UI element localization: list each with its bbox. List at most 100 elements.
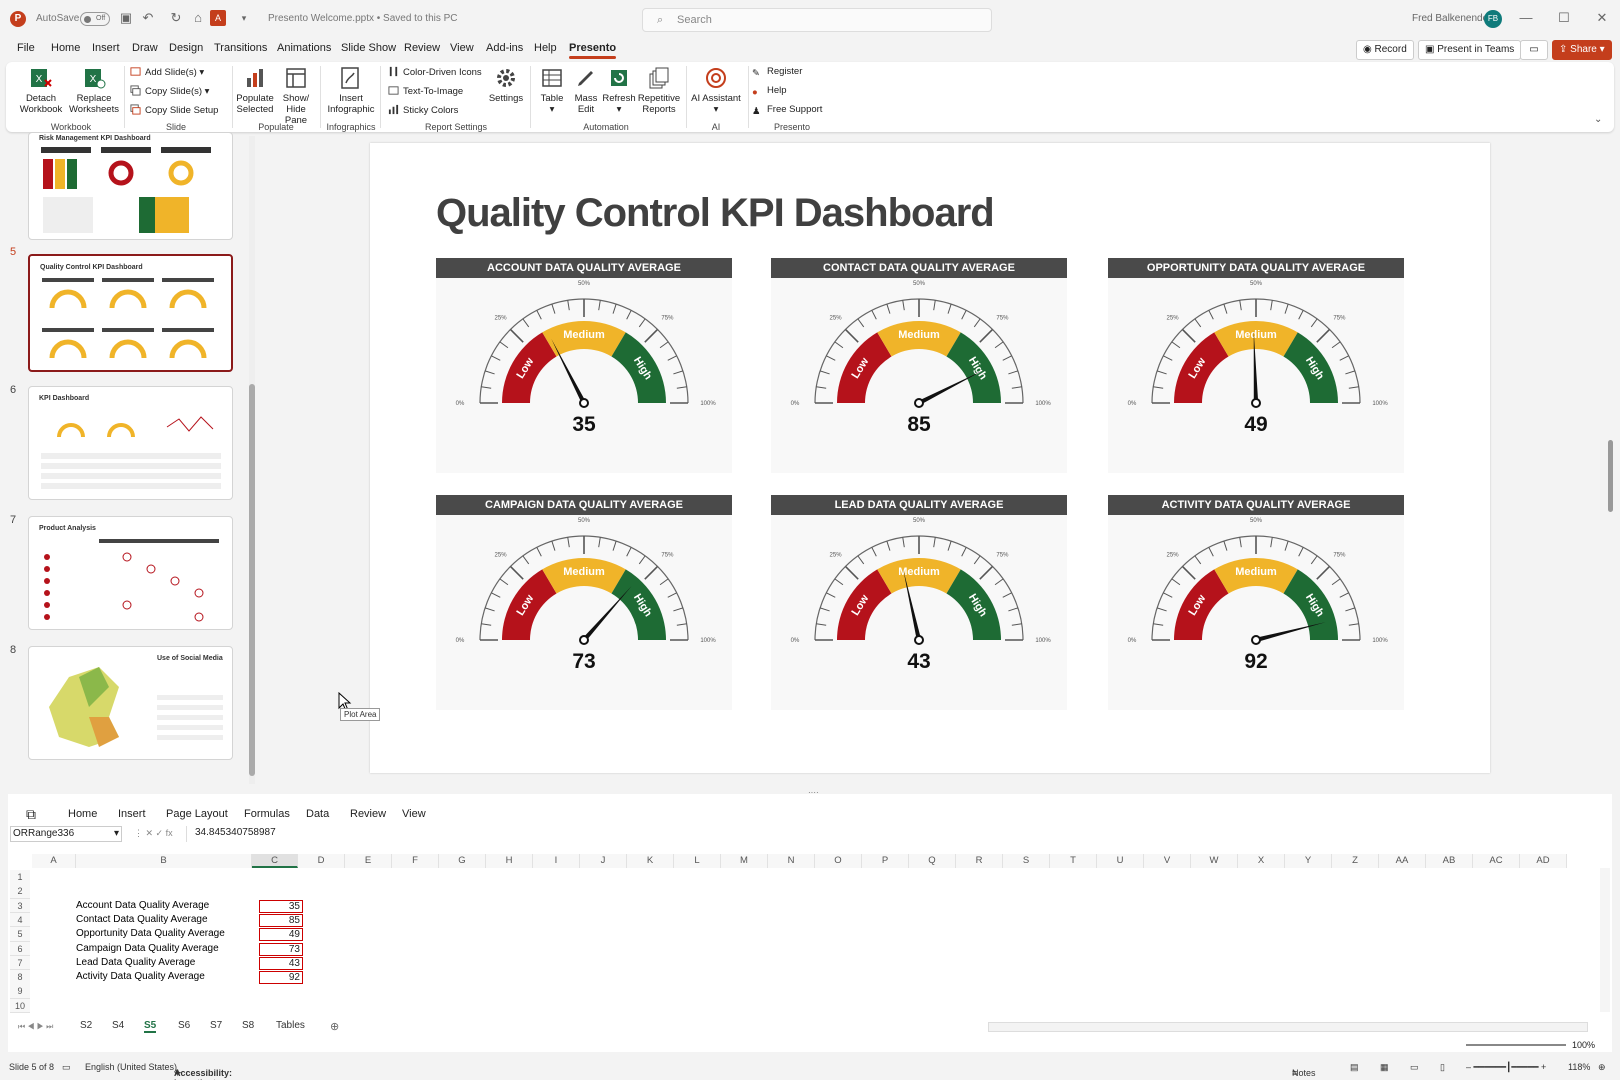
slide-thumbnail-4[interactable]: Risk Management KPI Dashboard xyxy=(28,132,233,240)
slide-thumbnail-6[interactable]: KPI Dashboard xyxy=(28,386,233,500)
slide-thumbnail-7[interactable]: Product Analysis xyxy=(28,516,233,630)
excel-tab-insert[interactable]: Insert xyxy=(118,808,146,820)
refresh-button[interactable]: Refresh ▾ xyxy=(602,66,636,115)
slide-title[interactable]: Quality Control KPI Dashboard xyxy=(436,191,995,235)
sheet-horizontal-scrollbar[interactable] xyxy=(988,1022,1588,1032)
sticky-colors-button[interactable]: Sticky Colors xyxy=(388,104,458,116)
thumbnail-scroll-thumb[interactable] xyxy=(249,384,255,776)
row-header[interactable]: 8 xyxy=(10,970,30,985)
column-header[interactable]: K xyxy=(627,854,674,868)
column-header[interactable]: R xyxy=(956,854,1003,868)
sheet-tab[interactable]: S6 xyxy=(178,1020,191,1031)
insert-infographic-button[interactable]: Insert Infographic xyxy=(324,66,378,115)
zoom-level[interactable]: 118% xyxy=(1568,1062,1591,1072)
excel-tab-review[interactable]: Review xyxy=(350,808,387,820)
excel-tab-view[interactable]: View xyxy=(402,808,426,820)
column-header[interactable]: P xyxy=(862,854,909,868)
text-to-image-button[interactable]: Text-To-Image xyxy=(388,85,463,97)
column-header[interactable]: O xyxy=(815,854,862,868)
label-cell[interactable]: Activity Data Quality Average xyxy=(76,971,205,983)
label-cell[interactable]: Opportunity Data Quality Average xyxy=(76,928,225,940)
column-header[interactable]: A xyxy=(32,854,76,868)
column-header[interactable]: U xyxy=(1097,854,1144,868)
maximize-icon[interactable]: ☐ xyxy=(1558,10,1570,25)
gauge-card[interactable]: LEAD DATA QUALITY AVERAGE 0% 25% 50% 75% 100%… xyxy=(771,495,1067,710)
copy-slides-button[interactable]: Copy Slide(s) ▾ xyxy=(130,85,209,97)
label-cell[interactable]: Campaign Data Quality Average xyxy=(76,942,219,954)
column-header[interactable]: M xyxy=(721,854,768,868)
row-header[interactable]: 2 xyxy=(10,884,30,899)
formula-bar-buttons[interactable]: ⋮ ✕ ✓ fx xyxy=(134,828,173,838)
column-header[interactable]: T xyxy=(1050,854,1097,868)
repetitive-reports-button[interactable]: Repetitive Reports xyxy=(636,66,682,115)
slide-thumbnail-8[interactable]: Use of Social Media xyxy=(28,646,233,760)
customize-qat-icon[interactable]: ▾ xyxy=(241,13,247,23)
add-slides-button[interactable]: Add Slide(s) ▾ xyxy=(130,66,204,78)
column-header[interactable]: V xyxy=(1144,854,1191,868)
sheet-tab[interactable]: S7 xyxy=(210,1020,223,1031)
column-header[interactable]: I xyxy=(533,854,580,868)
column-header[interactable]: S xyxy=(1003,854,1050,868)
popout-icon[interactable]: ⧉ xyxy=(26,806,36,822)
minimize-icon[interactable]: — xyxy=(1519,10,1533,25)
ai-assistant-button[interactable]: AI Assistant ▾ xyxy=(688,66,744,115)
add-sheet-icon[interactable]: ⊕ xyxy=(330,1021,340,1033)
row-header[interactable]: 9 xyxy=(10,984,30,999)
fit-to-window-icon[interactable]: ⊕ xyxy=(1598,1062,1606,1072)
language[interactable]: English (United States) xyxy=(85,1062,178,1072)
row-header[interactable]: 5 xyxy=(10,927,30,942)
column-header[interactable]: AD xyxy=(1520,854,1567,868)
tab-home[interactable]: Home xyxy=(51,42,81,54)
detach-workbook-button[interactable]: X Detach Workbook xyxy=(16,66,66,115)
sheet-tab[interactable]: Tables xyxy=(276,1020,305,1031)
sheet-tab[interactable]: S8 xyxy=(242,1020,255,1031)
name-box[interactable]: ORRange336 ▾ xyxy=(10,826,122,842)
present-in-teams-button[interactable]: ▣ Present in Teams xyxy=(1418,40,1522,60)
slide-canvas[interactable]: Quality Control KPI Dashboard ACCOUNT DA… xyxy=(370,143,1490,773)
tab-review[interactable]: Review xyxy=(404,42,441,54)
slide-sorter-icon[interactable]: ▦ xyxy=(1380,1062,1389,1072)
tab-help[interactable]: Help xyxy=(534,42,557,54)
excel-tab-home[interactable]: Home xyxy=(68,808,98,820)
column-header[interactable]: F xyxy=(392,854,439,868)
excel-zoom-level[interactable]: 100% xyxy=(1572,1040,1596,1050)
column-header[interactable]: X xyxy=(1238,854,1285,868)
formula-bar[interactable]: 34.845340758987 xyxy=(186,826,1610,842)
sheet-nav-arrows[interactable]: ⏮ ◀ ▶ ⏭ xyxy=(18,1022,54,1031)
tab-transitions[interactable]: Transitions xyxy=(214,42,268,54)
tab-insert[interactable]: Insert xyxy=(92,42,120,54)
undo-icon[interactable]: ↶ xyxy=(142,10,154,25)
table-button[interactable]: Table ▾ xyxy=(534,66,570,115)
column-header[interactable]: W xyxy=(1191,854,1238,868)
splitter-handle-icon[interactable]: ···· xyxy=(808,788,819,797)
free-support-button[interactable]: ♟ Free Support xyxy=(752,104,823,117)
sheet-vertical-scrollbar[interactable] xyxy=(1600,868,1610,1012)
value-cell[interactable]: 73 xyxy=(259,942,303,956)
slide-scroll-thumb[interactable] xyxy=(1608,440,1613,512)
label-cell[interactable]: Contact Data Quality Average xyxy=(76,913,208,925)
row-header[interactable]: 1 xyxy=(10,870,30,885)
gauge-card[interactable]: CAMPAIGN DATA QUALITY AVERAGE 0% 25% 50% 75%… xyxy=(436,495,732,710)
slide-thumbnail-5[interactable]: Quality Control KPI Dashboard xyxy=(28,254,233,372)
sheet-tab[interactable]: S2 xyxy=(80,1020,93,1031)
slide-count[interactable]: Slide 5 of 8 xyxy=(9,1062,55,1072)
row-header[interactable]: 3 xyxy=(10,898,30,914)
excel-tab-data[interactable]: Data xyxy=(306,808,330,820)
autosave-toggle[interactable]: Off xyxy=(80,12,110,26)
user-avatar[interactable]: FB xyxy=(1484,10,1502,28)
column-header[interactable]: Q xyxy=(909,854,956,868)
excel-tab-formulas[interactable]: Formulas xyxy=(244,808,290,820)
column-header[interactable]: L xyxy=(674,854,721,868)
column-header[interactable]: E xyxy=(345,854,392,868)
gauge-card[interactable]: OPPORTUNITY DATA QUALITY AVERAGE 0% 25% 50%… xyxy=(1108,258,1404,473)
slideshow-icon[interactable]: ▯ xyxy=(1440,1062,1445,1072)
gauge-card[interactable]: ACTIVITY DATA QUALITY AVERAGE 0% 25% 50% 75%… xyxy=(1108,495,1404,710)
tab-animations[interactable]: Animations xyxy=(277,42,332,54)
populate-selected-button[interactable]: Populate Selected xyxy=(234,66,276,115)
row-header[interactable]: 7 xyxy=(10,955,30,971)
reading-view-icon[interactable]: ▭ xyxy=(1410,1062,1419,1072)
record-button[interactable]: ◉ Record xyxy=(1356,40,1414,60)
column-header[interactable]: Y xyxy=(1285,854,1332,868)
tab-view[interactable]: View xyxy=(450,42,474,54)
close-icon[interactable]: ✕ xyxy=(1596,10,1608,25)
